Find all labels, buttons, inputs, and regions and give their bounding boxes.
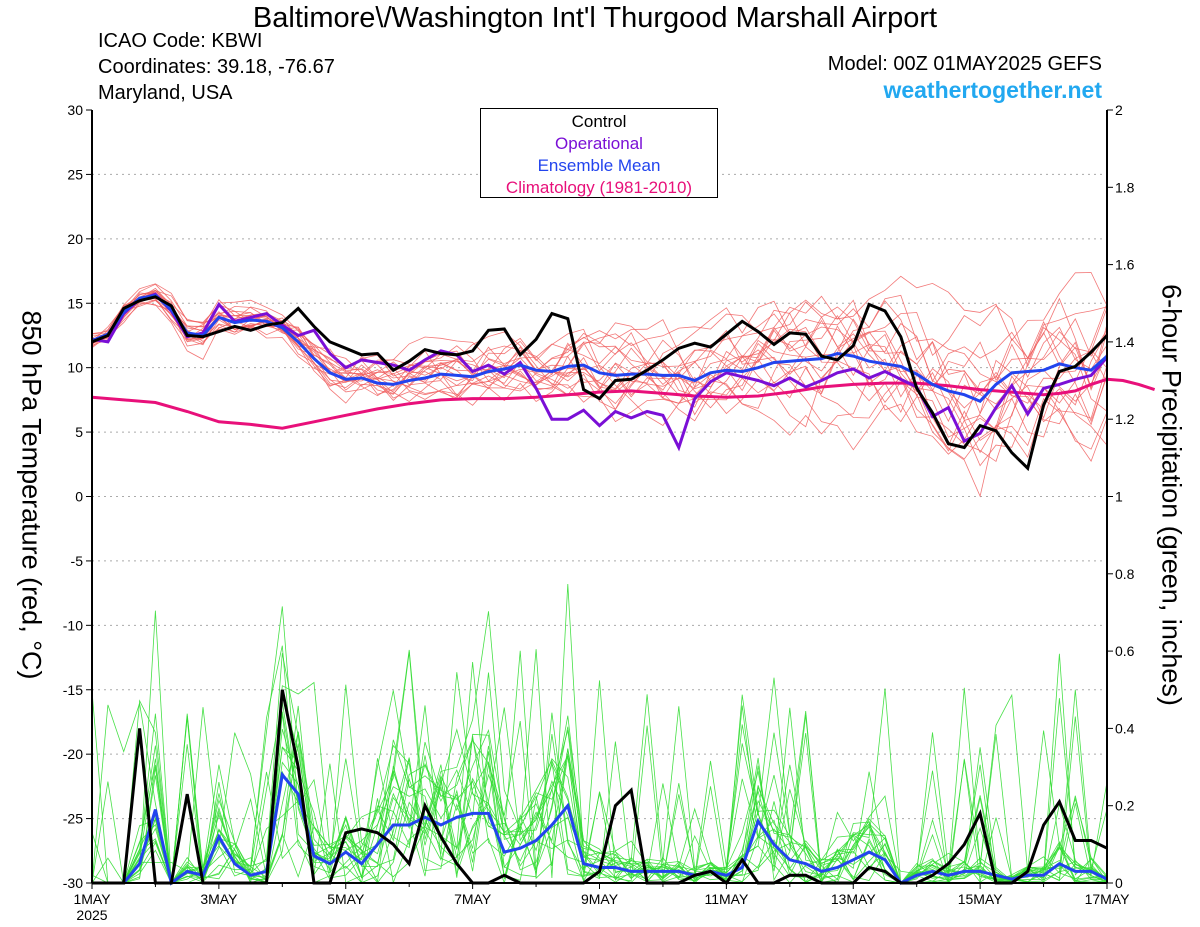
precip-member-line xyxy=(91,611,1108,885)
y-axis-title-left: 850 hPa Temperature (red, °C) xyxy=(16,310,47,680)
ensemble-mean-temp-line xyxy=(91,293,1108,403)
y-tick-label: -15 xyxy=(63,682,83,698)
y-tick-label: 0 xyxy=(75,489,83,505)
y-tick-label: 30 xyxy=(67,102,83,118)
x-tick-label: 11MAY xyxy=(704,891,748,907)
legend-operational: Operational xyxy=(555,134,643,153)
model-run: Model: 00Z 01MAY2025 GEFS xyxy=(827,53,1102,75)
main-series xyxy=(91,292,1156,886)
temp-member-line xyxy=(91,300,1108,452)
legend-control: Control xyxy=(571,112,627,131)
temp-member-line xyxy=(91,287,1108,467)
precip-member-line xyxy=(92,681,1108,884)
chart-title: Baltimore\/Washington Int'l Thurgood Mar… xyxy=(252,2,938,34)
y-tick-label: -25 xyxy=(63,811,83,827)
y2-tick-label: 2 xyxy=(1115,102,1123,118)
legend-climatology: Climatology (1981-2010) xyxy=(505,178,693,197)
y-axis-title-right: 6-hour Precipitation (green, inches) xyxy=(1156,284,1187,706)
precip-member-line xyxy=(92,650,1108,884)
y-tick-label: 15 xyxy=(67,295,83,311)
temp-ensemble-members xyxy=(91,272,1108,498)
y2-tick-label: 1.8 xyxy=(1115,179,1135,195)
legend: Control Operational Ensemble Mean Climat… xyxy=(480,108,718,198)
y2-tick-label: 0.4 xyxy=(1115,720,1135,736)
x-tick-label: 9MAY xyxy=(581,891,619,907)
precip-member-line xyxy=(92,606,1108,884)
x-tick-label: 13MAY xyxy=(831,891,877,907)
x-tick-label: 7MAY xyxy=(454,891,492,907)
tick-labels: 302520151050-5-10-15-20-25-3021.81.61.41… xyxy=(63,102,1135,923)
x-tick-label: 15MAY xyxy=(958,891,1004,907)
control-temp-line xyxy=(91,295,1109,472)
precip-member-line xyxy=(91,672,1108,885)
precip-member-line xyxy=(92,661,1108,884)
precip-member-line xyxy=(92,583,1108,885)
region: Maryland, USA xyxy=(98,82,233,104)
precip-member-line xyxy=(92,730,1108,884)
icao-code: ICAO Code: KBWI xyxy=(98,30,263,52)
y-tick-label: 20 xyxy=(67,231,83,247)
temp-member-line xyxy=(91,297,1108,423)
precip-ensemble-members xyxy=(91,583,1108,885)
x-tick-label: 5MAY xyxy=(327,891,365,907)
legend-ensemble-mean: Ensemble Mean xyxy=(537,156,661,175)
y2-tick-label: 1.4 xyxy=(1115,334,1135,350)
y2-tick-label: 1.2 xyxy=(1115,411,1135,427)
y-tick-label: 10 xyxy=(67,360,83,376)
x-tick-label: 3MAY xyxy=(200,891,238,907)
y-tick-label: 25 xyxy=(67,166,83,182)
y2-tick-label: 0.6 xyxy=(1115,643,1135,659)
y2-tick-label: 0.8 xyxy=(1115,566,1135,582)
coordinates: Coordinates: 39.18, -76.67 xyxy=(98,56,335,78)
precip-member-line xyxy=(91,651,1108,885)
y2-tick-label: 1.6 xyxy=(1115,257,1135,273)
temp-member-line xyxy=(91,292,1108,460)
y2-tick-label: 0 xyxy=(1115,875,1123,891)
operational-temp-line xyxy=(91,292,1109,452)
x-tick-label: 17MAY xyxy=(1085,891,1131,907)
x-tick-label: 1MAY xyxy=(73,891,111,907)
precip-member-line xyxy=(92,610,1108,884)
temp-member-line xyxy=(91,292,1108,450)
y-tick-label: -10 xyxy=(63,617,83,633)
temp-member-line xyxy=(91,299,1108,498)
y-tick-label: -30 xyxy=(63,875,83,891)
y2-tick-label: 1 xyxy=(1115,489,1123,505)
axes xyxy=(86,109,1113,889)
y-tick-label: -5 xyxy=(71,553,84,569)
x-tick-year: 2025 xyxy=(76,907,107,923)
temp-member-line xyxy=(91,283,1108,415)
y2-tick-label: 0.2 xyxy=(1115,798,1135,814)
temp-member-line xyxy=(91,300,1108,455)
grid-lines xyxy=(92,173,1107,820)
y-tick-label: -20 xyxy=(63,746,83,762)
climatology-line xyxy=(91,377,1156,430)
precip-member-line xyxy=(92,653,1108,884)
y-tick-label: 5 xyxy=(75,424,83,440)
site-link[interactable]: weathertogether.net xyxy=(883,77,1102,103)
